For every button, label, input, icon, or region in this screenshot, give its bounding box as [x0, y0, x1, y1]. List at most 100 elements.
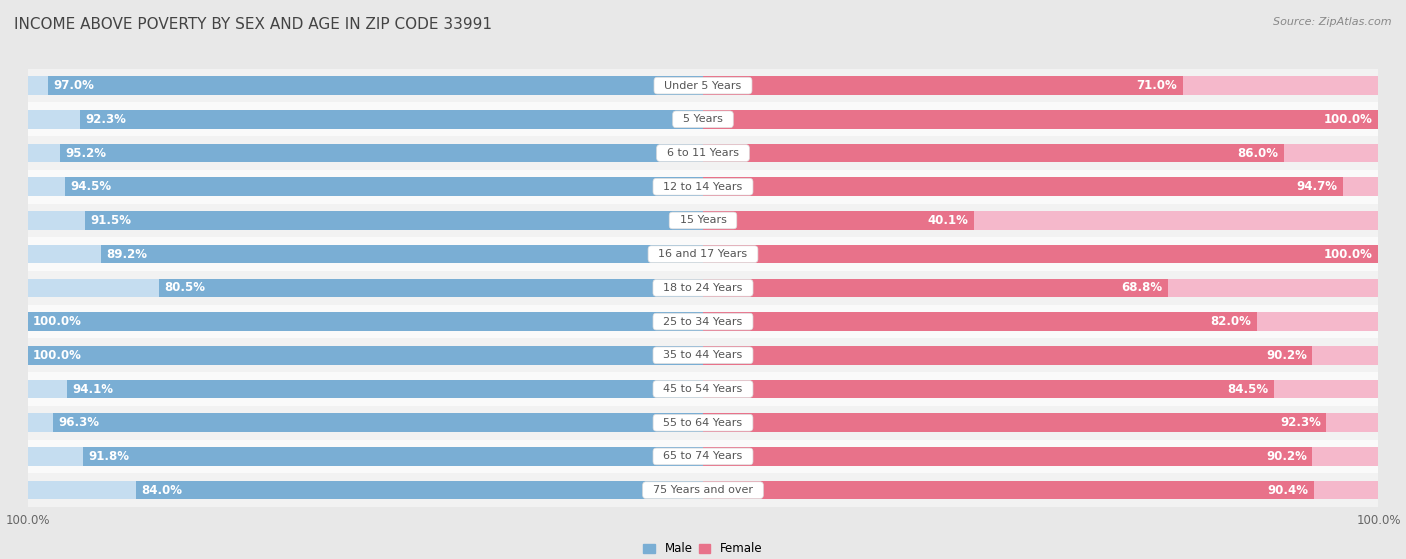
Text: 91.5%: 91.5% — [90, 214, 131, 227]
Bar — [703, 178, 1378, 196]
Text: 12 to 14 Years: 12 to 14 Years — [657, 182, 749, 192]
Bar — [28, 380, 703, 398]
Bar — [703, 380, 1274, 398]
Text: 91.8%: 91.8% — [89, 450, 129, 463]
Text: 100.0%: 100.0% — [1324, 248, 1374, 260]
Text: 84.0%: 84.0% — [141, 484, 181, 496]
Text: 80.5%: 80.5% — [165, 281, 205, 295]
Bar — [60, 144, 703, 162]
Bar — [65, 178, 703, 196]
Text: 15 Years: 15 Years — [672, 215, 734, 225]
Text: 6 to 11 Years: 6 to 11 Years — [659, 148, 747, 158]
Bar — [703, 380, 1378, 398]
Bar — [135, 481, 703, 499]
Text: 82.0%: 82.0% — [1211, 315, 1251, 328]
Bar — [703, 447, 1378, 466]
Bar — [28, 346, 703, 364]
Bar — [28, 69, 1378, 102]
Text: 65 to 74 Years: 65 to 74 Years — [657, 452, 749, 461]
Bar — [28, 338, 1378, 372]
Bar — [703, 312, 1378, 331]
Text: 92.3%: 92.3% — [84, 113, 127, 126]
Text: 75 Years and over: 75 Years and over — [645, 485, 761, 495]
Bar — [703, 178, 1343, 196]
Text: 18 to 24 Years: 18 to 24 Years — [657, 283, 749, 293]
Bar — [28, 102, 1378, 136]
Bar — [84, 211, 703, 230]
Text: 96.3%: 96.3% — [58, 416, 98, 429]
Bar — [83, 447, 703, 466]
Bar — [28, 203, 1378, 238]
Bar — [703, 245, 1378, 263]
Bar — [703, 414, 1326, 432]
Text: 94.5%: 94.5% — [70, 180, 111, 193]
Bar — [28, 245, 703, 263]
Bar — [28, 346, 703, 364]
Text: 45 to 54 Years: 45 to 54 Years — [657, 384, 749, 394]
Text: 35 to 44 Years: 35 to 44 Years — [657, 350, 749, 361]
Text: 68.8%: 68.8% — [1121, 281, 1163, 295]
Bar — [67, 380, 703, 398]
Text: 94.1%: 94.1% — [73, 382, 114, 396]
Bar — [703, 211, 1378, 230]
Text: 100.0%: 100.0% — [1324, 113, 1374, 126]
Text: Under 5 Years: Under 5 Years — [658, 80, 748, 91]
Bar — [703, 481, 1313, 499]
Bar — [703, 211, 974, 230]
Bar — [28, 170, 1378, 203]
Bar — [703, 144, 1378, 162]
Bar — [703, 481, 1378, 499]
Text: 89.2%: 89.2% — [105, 248, 146, 260]
Bar — [703, 110, 1378, 129]
Bar — [28, 238, 1378, 271]
Bar — [703, 278, 1168, 297]
Bar — [28, 406, 1378, 439]
Bar — [48, 77, 703, 95]
Bar — [28, 447, 703, 466]
Bar — [28, 414, 703, 432]
Bar — [703, 414, 1378, 432]
Text: Source: ZipAtlas.com: Source: ZipAtlas.com — [1274, 17, 1392, 27]
Text: 5 Years: 5 Years — [676, 115, 730, 124]
Text: 94.7%: 94.7% — [1296, 180, 1337, 193]
Bar — [28, 271, 1378, 305]
Text: 95.2%: 95.2% — [66, 146, 107, 159]
Bar — [703, 144, 1284, 162]
Bar — [703, 447, 1312, 466]
Bar — [80, 110, 703, 129]
Bar — [28, 473, 1378, 507]
Bar — [100, 245, 703, 263]
Bar — [703, 110, 1378, 129]
Bar — [703, 346, 1378, 364]
Bar — [703, 77, 1182, 95]
Bar — [28, 211, 703, 230]
Text: 16 and 17 Years: 16 and 17 Years — [651, 249, 755, 259]
Text: 92.3%: 92.3% — [1279, 416, 1322, 429]
Bar — [28, 136, 1378, 170]
Bar — [28, 110, 703, 129]
Text: 90.2%: 90.2% — [1265, 450, 1306, 463]
Text: 100.0%: 100.0% — [32, 349, 82, 362]
Bar — [703, 346, 1312, 364]
Text: INCOME ABOVE POVERTY BY SEX AND AGE IN ZIP CODE 33991: INCOME ABOVE POVERTY BY SEX AND AGE IN Z… — [14, 17, 492, 32]
Text: 40.1%: 40.1% — [928, 214, 969, 227]
Bar — [28, 312, 703, 331]
Bar — [28, 278, 703, 297]
Bar — [28, 178, 703, 196]
Bar — [28, 305, 1378, 338]
Text: 71.0%: 71.0% — [1136, 79, 1177, 92]
Bar — [28, 481, 703, 499]
Bar — [28, 372, 1378, 406]
Text: 97.0%: 97.0% — [53, 79, 94, 92]
Bar — [28, 312, 703, 331]
Bar — [28, 144, 703, 162]
Text: 86.0%: 86.0% — [1237, 146, 1278, 159]
Text: 84.5%: 84.5% — [1227, 382, 1268, 396]
Bar — [703, 278, 1378, 297]
Legend: Male, Female: Male, Female — [638, 538, 768, 559]
Bar — [52, 414, 703, 432]
Text: 100.0%: 100.0% — [32, 315, 82, 328]
Text: 90.4%: 90.4% — [1267, 484, 1308, 496]
Bar — [28, 439, 1378, 473]
Bar — [703, 312, 1257, 331]
